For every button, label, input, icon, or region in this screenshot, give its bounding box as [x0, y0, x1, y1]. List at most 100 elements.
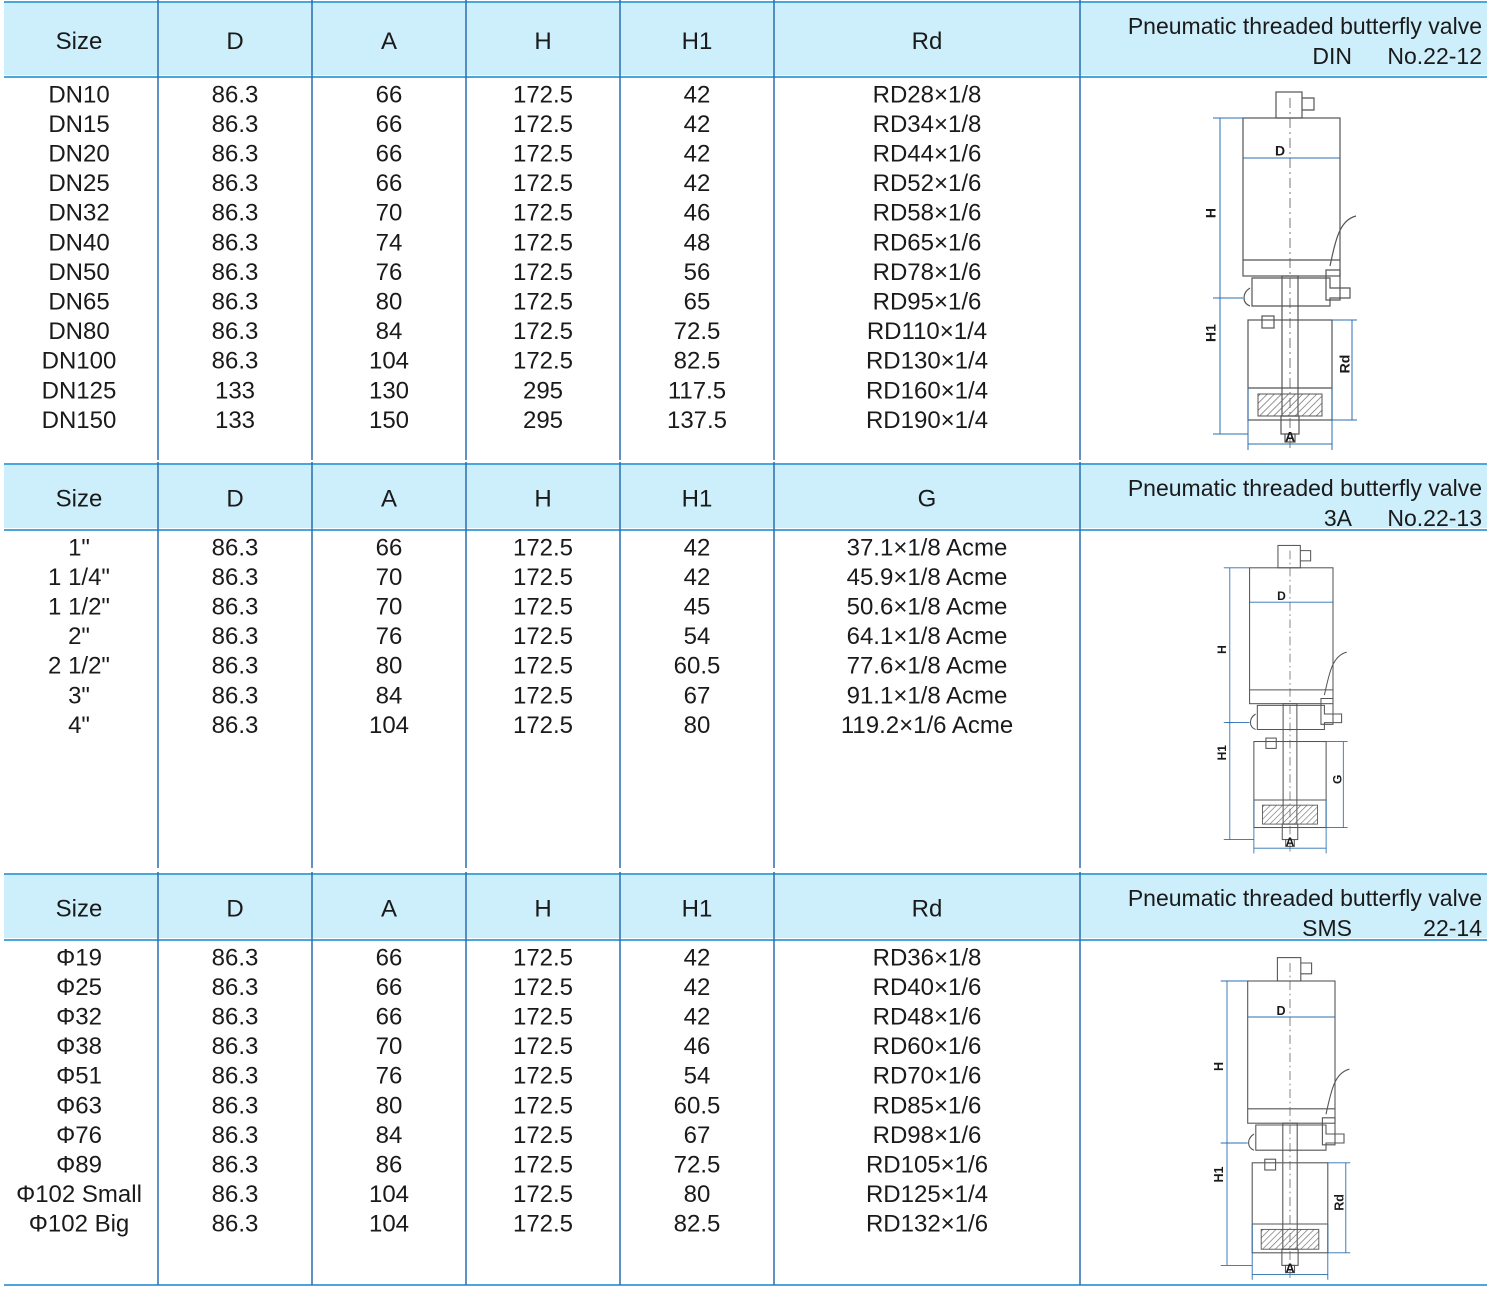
cell: 172.5 [513, 318, 573, 345]
dimension-label: H [1215, 645, 1229, 654]
cell: RD34×1/8 [873, 111, 982, 138]
cell: 172.5 [513, 712, 573, 739]
cell: 172.5 [513, 1063, 573, 1090]
cell: 3" [68, 682, 90, 709]
cell: 104 [369, 1181, 409, 1208]
column-header: Size [56, 28, 103, 55]
cell: 74 [376, 229, 403, 256]
cell: 86.3 [212, 712, 259, 739]
cell: 172.5 [513, 111, 573, 138]
cell: 172.5 [513, 682, 573, 709]
cell: 137.5 [667, 407, 727, 434]
cell: 172.5 [513, 1181, 573, 1208]
cell: 1 1/2" [48, 594, 110, 621]
cell: 172.5 [513, 289, 573, 316]
cell: 1 1/4" [48, 564, 110, 591]
cell: Φ38 [56, 1033, 102, 1060]
dimension-label: Rd [1333, 1194, 1347, 1211]
cell: RD78×1/6 [873, 259, 982, 286]
cell: 66 [376, 1004, 403, 1031]
column-header: D [226, 28, 243, 55]
cell: 86.3 [212, 1211, 259, 1238]
section-title: Pneumatic threaded butterfly valve [1128, 13, 1482, 39]
cell: 86.3 [212, 141, 259, 168]
cell: 4" [68, 712, 90, 739]
cell: RD105×1/6 [866, 1152, 988, 1179]
cell: Φ102 Big [29, 1211, 130, 1238]
cell: 172.5 [513, 1211, 573, 1238]
dimension-label: A [1285, 1261, 1294, 1275]
cell: 80 [684, 712, 711, 739]
cell: 70 [376, 1033, 403, 1060]
column-header: H1 [682, 485, 713, 512]
cell: 133 [215, 407, 255, 434]
cell: Φ32 [56, 1004, 102, 1031]
cell: 86.3 [212, 318, 259, 345]
cell: 2" [68, 623, 90, 650]
section-title: Pneumatic threaded butterfly valve [1128, 885, 1482, 911]
valve-diagram: D H H1 G A [1215, 544, 1349, 854]
cell: 80 [684, 1181, 711, 1208]
cell: 84 [376, 682, 403, 709]
cell: 86.3 [212, 623, 259, 650]
cell: 86.3 [212, 944, 259, 971]
cell: 42 [684, 534, 711, 561]
cell: 172.5 [513, 229, 573, 256]
cell: 42 [684, 1004, 711, 1031]
cell: RD130×1/4 [866, 348, 988, 375]
cell: 86.3 [212, 1181, 259, 1208]
cell: 80 [376, 1092, 403, 1119]
cell: 65 [684, 289, 711, 316]
cell: 119.2×1/6 Acme [841, 712, 1013, 739]
dimension-label: Rd [1337, 355, 1353, 374]
cell: RD60×1/6 [873, 1033, 982, 1060]
cell: Φ102 Small [16, 1181, 142, 1208]
cell: 72.5 [674, 1152, 721, 1179]
cell: 295 [523, 407, 563, 434]
dimension-label: D [1276, 1004, 1285, 1018]
dimension-label: D [1277, 589, 1286, 603]
dimension-label: A [1286, 835, 1295, 849]
section-title: Pneumatic threaded butterfly valve [1128, 475, 1482, 501]
cell: 42 [684, 944, 711, 971]
column-header: D [226, 485, 243, 512]
cell: 86.3 [212, 1122, 259, 1149]
cell: RD125×1/4 [866, 1181, 988, 1208]
code: No.22-12 [1387, 43, 1482, 69]
section: Size D A H H1 G Pneumatic threaded butterfly v… [4, 462, 1487, 868]
column-header: H [534, 28, 551, 55]
cell: 86.3 [212, 564, 259, 591]
cell: 172.5 [513, 653, 573, 680]
cell: 172.5 [513, 594, 573, 621]
valve-diagram: D H H1 Rd A [1212, 957, 1351, 1281]
cell: 2 1/2" [48, 653, 110, 680]
cell: 72.5 [674, 318, 721, 345]
cell: Φ25 [56, 974, 102, 1001]
column-header: Rd [912, 28, 943, 55]
cell: 42 [684, 141, 711, 168]
cell: 172.5 [513, 1004, 573, 1031]
cell: 172.5 [513, 259, 573, 286]
cell: 172.5 [513, 944, 573, 971]
cell: 54 [684, 1063, 711, 1090]
cell: 86.3 [212, 974, 259, 1001]
cell: 172.5 [513, 81, 573, 108]
cell: 66 [376, 944, 403, 971]
cell: DN10 [48, 81, 109, 108]
cell: 66 [376, 974, 403, 1001]
cell: 64.1×1/8 Acme [847, 623, 1008, 650]
dimension-label: G [1330, 775, 1344, 784]
cell: RD85×1/6 [873, 1092, 982, 1119]
cell: RD52×1/6 [873, 170, 982, 197]
header-band [4, 2, 1487, 75]
cell: 86.3 [212, 170, 259, 197]
cell: 86.3 [212, 682, 259, 709]
cell: 104 [369, 1211, 409, 1238]
cell: 84 [376, 1122, 403, 1149]
cell: 86.3 [212, 1033, 259, 1060]
cell: 66 [376, 534, 403, 561]
cell: DN65 [48, 289, 109, 316]
cell: DN80 [48, 318, 109, 345]
